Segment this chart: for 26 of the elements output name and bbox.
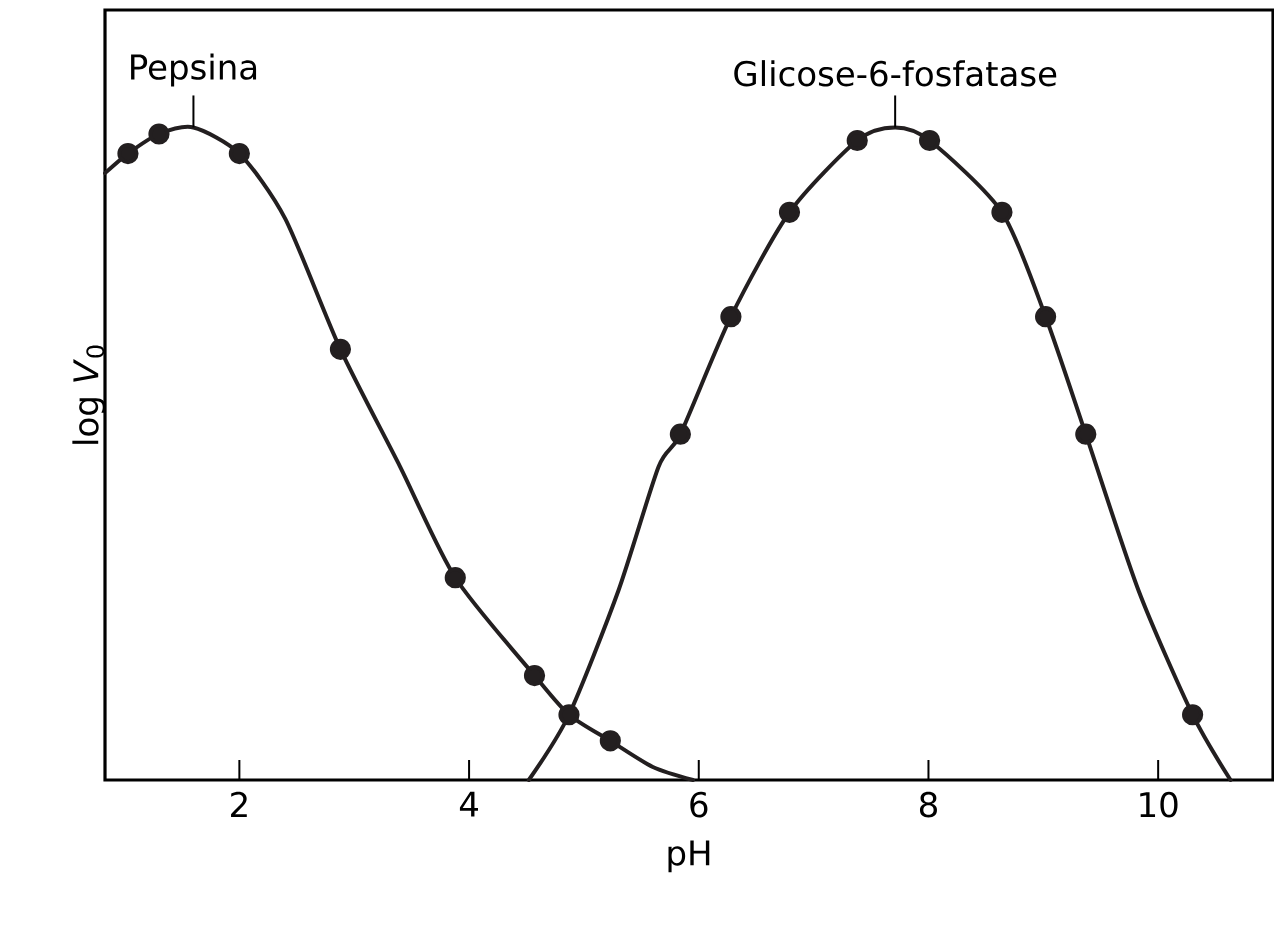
x-axis-title: pH <box>668 840 710 873</box>
annotation: Glicose-6-fosfatase <box>734 60 1057 87</box>
point <box>846 129 868 152</box>
point <box>1035 306 1057 328</box>
point <box>720 306 742 328</box>
x-tick-label: 10 <box>1140 791 1178 818</box>
y-axis-title: log V$_{0}$ <box>72 345 106 444</box>
annotation: Pepsina <box>131 53 257 87</box>
point <box>444 567 466 589</box>
point <box>117 142 139 165</box>
point <box>669 423 691 445</box>
point <box>919 129 941 152</box>
point <box>228 142 250 165</box>
point <box>558 704 580 726</box>
x-tick-label: 8 <box>919 791 937 818</box>
point <box>991 201 1013 223</box>
point <box>1182 704 1204 726</box>
point <box>329 338 352 360</box>
x-tick-label: 6 <box>690 791 708 818</box>
point <box>523 664 546 687</box>
point <box>1075 423 1097 445</box>
point <box>148 123 170 145</box>
point <box>599 730 621 752</box>
x-tick-label: 2 <box>231 791 247 817</box>
x-tick-label: 4 <box>459 791 478 817</box>
point <box>778 201 801 223</box>
